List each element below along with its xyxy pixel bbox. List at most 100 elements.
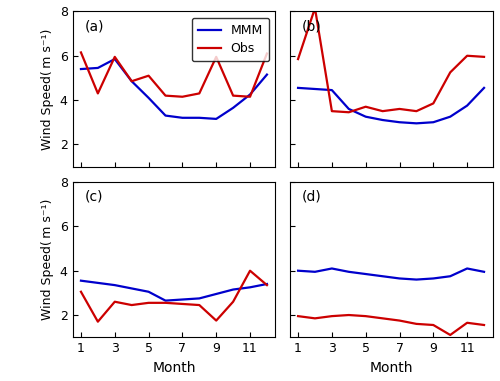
Line: Obs: Obs	[298, 8, 484, 112]
MMM	[346, 107, 352, 111]
MMM	[230, 106, 236, 110]
MMM	[414, 121, 420, 126]
Obs	[346, 313, 352, 317]
MMM	[362, 272, 368, 276]
Obs	[464, 53, 470, 58]
Obs	[312, 316, 318, 321]
Obs	[295, 314, 301, 319]
Obs	[396, 107, 402, 111]
MMM	[196, 115, 202, 120]
MMM	[346, 269, 352, 274]
Obs	[312, 6, 318, 10]
Line: MMM: MMM	[298, 88, 484, 123]
MMM	[295, 86, 301, 90]
MMM	[430, 120, 436, 125]
Obs	[128, 303, 134, 307]
Obs	[247, 94, 253, 99]
MMM	[481, 269, 487, 274]
MMM	[247, 92, 253, 97]
Obs	[481, 323, 487, 327]
X-axis label: Month: Month	[152, 360, 196, 375]
Obs	[146, 301, 152, 305]
MMM	[264, 72, 270, 77]
MMM	[95, 280, 101, 285]
MMM	[414, 277, 420, 282]
MMM	[162, 113, 168, 118]
MMM	[447, 274, 453, 279]
Obs	[146, 74, 152, 78]
Obs	[396, 318, 402, 323]
Obs	[196, 91, 202, 96]
Line: MMM: MMM	[298, 269, 484, 280]
Obs	[112, 299, 118, 304]
MMM	[128, 79, 134, 83]
Obs	[329, 314, 335, 319]
Line: Obs: Obs	[81, 53, 267, 97]
Line: MMM: MMM	[81, 281, 267, 301]
MMM	[312, 269, 318, 274]
Obs	[180, 302, 186, 306]
Obs	[247, 269, 253, 273]
Obs	[196, 303, 202, 307]
MMM	[180, 115, 186, 120]
MMM	[362, 114, 368, 119]
Obs	[362, 104, 368, 109]
MMM	[329, 88, 335, 92]
MMM	[464, 266, 470, 271]
Line: MMM: MMM	[81, 59, 267, 119]
MMM	[380, 274, 386, 279]
Obs	[481, 54, 487, 59]
MMM	[396, 120, 402, 125]
Obs	[380, 316, 386, 321]
Text: (b): (b)	[302, 19, 322, 33]
MMM	[380, 118, 386, 122]
MMM	[78, 279, 84, 283]
Obs	[346, 110, 352, 115]
MMM	[213, 292, 219, 296]
Y-axis label: Wind Speed( m s⁻¹): Wind Speed( m s⁻¹)	[41, 199, 54, 320]
Obs	[430, 323, 436, 327]
MMM	[162, 298, 168, 303]
Obs	[430, 101, 436, 106]
Legend: MMM, Obs: MMM, Obs	[192, 18, 269, 61]
MMM	[312, 87, 318, 91]
MMM	[180, 297, 186, 302]
MMM	[128, 286, 134, 291]
MMM	[112, 57, 118, 61]
Obs	[213, 54, 219, 59]
Obs	[213, 318, 219, 323]
MMM	[295, 269, 301, 273]
MMM	[481, 86, 487, 90]
Obs	[78, 290, 84, 294]
Obs	[78, 50, 84, 55]
MMM	[230, 287, 236, 292]
Obs	[230, 299, 236, 304]
Text: (c): (c)	[84, 190, 103, 204]
MMM	[95, 66, 101, 70]
Line: Obs: Obs	[298, 315, 484, 335]
MMM	[213, 117, 219, 121]
X-axis label: Month: Month	[370, 360, 413, 375]
Obs	[414, 109, 420, 114]
Obs	[464, 320, 470, 325]
Text: (a): (a)	[84, 19, 104, 33]
MMM	[78, 67, 84, 71]
Obs	[180, 94, 186, 99]
Obs	[447, 333, 453, 337]
MMM	[247, 285, 253, 290]
Obs	[162, 93, 168, 98]
Obs	[264, 51, 270, 56]
Obs	[162, 301, 168, 305]
Obs	[362, 314, 368, 319]
Obs	[414, 322, 420, 326]
Text: (d): (d)	[302, 190, 322, 204]
MMM	[264, 282, 270, 286]
MMM	[329, 266, 335, 271]
MMM	[464, 103, 470, 108]
Obs	[230, 93, 236, 98]
Obs	[95, 91, 101, 96]
Line: Obs: Obs	[81, 271, 267, 322]
Obs	[380, 109, 386, 114]
Obs	[329, 109, 335, 114]
MMM	[396, 276, 402, 281]
